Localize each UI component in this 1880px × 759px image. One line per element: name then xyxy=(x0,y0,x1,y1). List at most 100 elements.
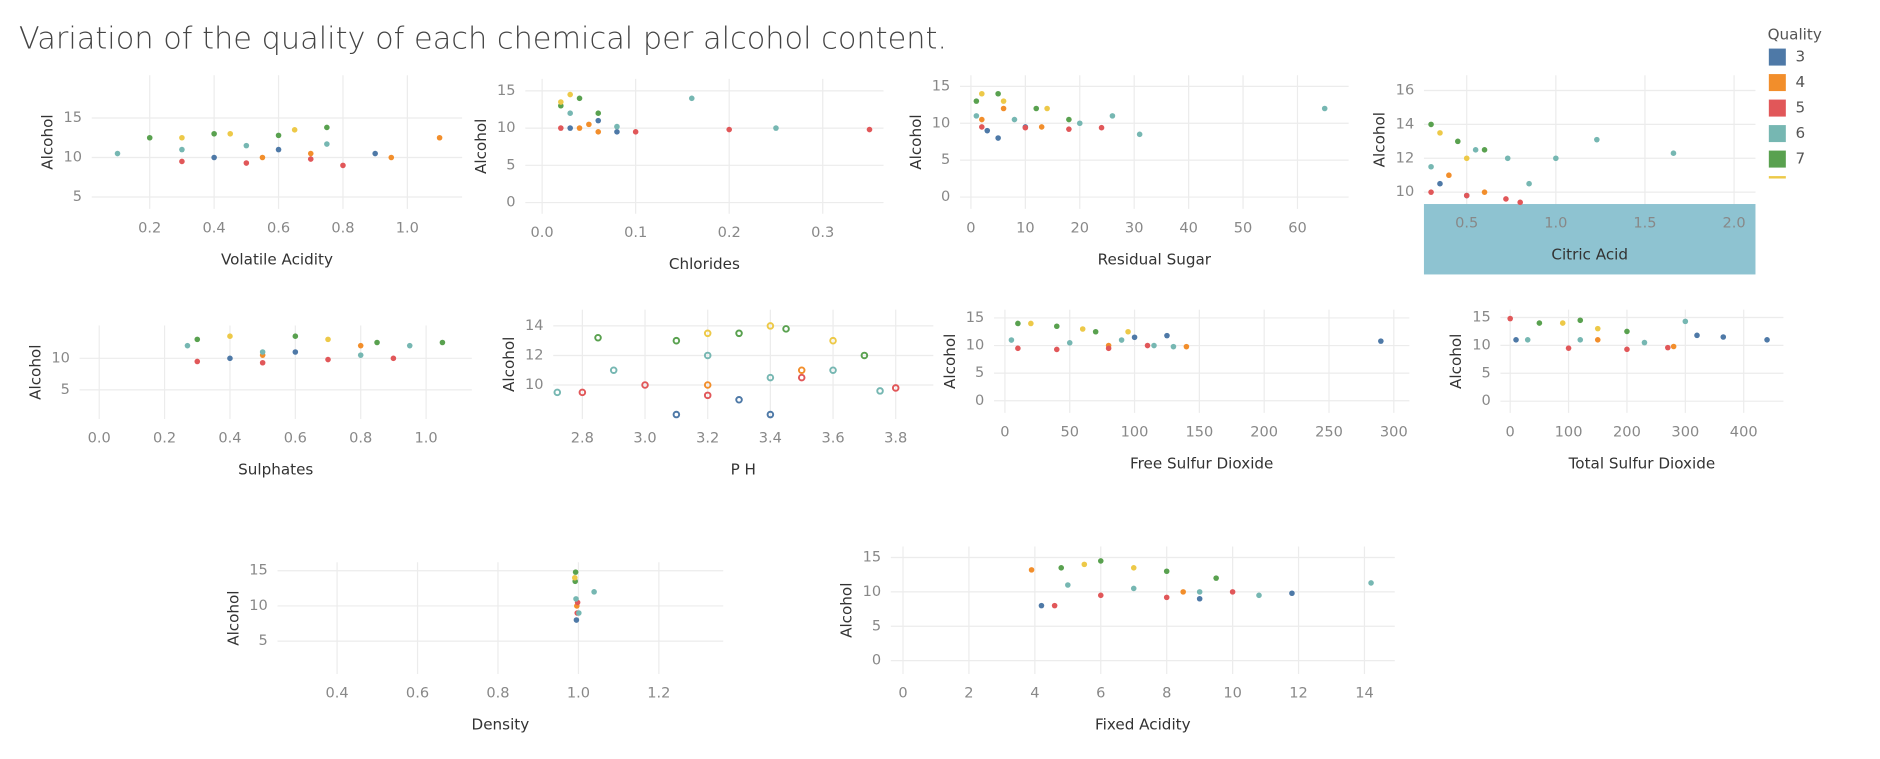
point xyxy=(1109,113,1116,119)
point xyxy=(973,98,980,104)
plot-points xyxy=(1428,121,1677,206)
point xyxy=(1028,320,1034,327)
x-tick-label: 40 xyxy=(1179,219,1198,236)
point xyxy=(1000,98,1007,104)
point xyxy=(292,333,299,339)
point xyxy=(1076,120,1083,127)
y-tick-label: 10 xyxy=(63,148,82,165)
selected-axis-band[interactable] xyxy=(1423,204,1756,275)
point xyxy=(388,154,395,161)
x-tick-label: 250 xyxy=(1315,423,1343,440)
y-tick-label: 10 xyxy=(1396,183,1415,200)
y-axis-label: Alcohol xyxy=(500,337,518,392)
point xyxy=(324,141,330,147)
point xyxy=(576,95,583,102)
y-tick-label: 10 xyxy=(863,583,882,600)
y-axis-label: Alcohol xyxy=(941,334,959,389)
point xyxy=(773,125,779,131)
x-tick-label: 1.0 xyxy=(396,219,419,236)
legend-swatch xyxy=(1768,125,1786,143)
x-tick-label: 0 xyxy=(1506,423,1515,440)
point xyxy=(703,381,712,389)
point xyxy=(340,162,346,169)
point xyxy=(227,333,233,339)
point xyxy=(1524,337,1531,343)
x-tick-label: 0.8 xyxy=(349,429,372,446)
y-tick-label: 10 xyxy=(525,376,544,393)
point xyxy=(439,339,446,346)
point xyxy=(1105,345,1112,352)
x-tick-label: 0 xyxy=(966,219,975,236)
point xyxy=(1517,199,1523,206)
x-tick-label: 100 xyxy=(1555,423,1583,440)
y-tick-label: 10 xyxy=(1472,336,1491,353)
plot-points xyxy=(184,333,446,366)
x-tick-label: 0.0 xyxy=(531,224,554,241)
x-tick-label: 30 xyxy=(1125,219,1144,236)
point xyxy=(1455,138,1461,145)
x-tick-label: 2 xyxy=(964,684,973,701)
point xyxy=(1513,337,1519,343)
point xyxy=(866,126,873,133)
plot-points xyxy=(1028,558,1374,609)
y-tick-label: 5 xyxy=(73,188,82,205)
point xyxy=(259,154,266,161)
x-axis-label: Free Sulfur Dioxide xyxy=(1130,454,1273,472)
point xyxy=(291,127,298,133)
point xyxy=(259,359,266,366)
point xyxy=(576,610,582,616)
point xyxy=(1526,180,1532,187)
point xyxy=(591,589,597,595)
x-tick-label: 8 xyxy=(1162,684,1171,701)
point xyxy=(259,349,266,355)
y-axis-label: Alcohol xyxy=(26,345,44,400)
point xyxy=(1594,325,1601,332)
y-tick-label: 14 xyxy=(525,317,544,334)
y-tick-label: 10 xyxy=(966,337,985,354)
point xyxy=(1097,558,1104,564)
point xyxy=(1446,172,1452,179)
point xyxy=(1472,147,1479,153)
point xyxy=(973,113,980,119)
x-tick-label: 0.4 xyxy=(325,684,348,701)
point xyxy=(179,146,185,153)
point xyxy=(1428,121,1434,128)
y-axis-label: Alcohol xyxy=(224,590,242,645)
x-tick-label: 0.6 xyxy=(284,429,307,446)
point xyxy=(995,90,1001,97)
point xyxy=(1066,339,1073,346)
x-tick-label: 400 xyxy=(1730,423,1758,440)
x-tick-label: 3.0 xyxy=(633,429,656,446)
plot-points xyxy=(973,90,1328,141)
x-tick-label: 0.3 xyxy=(811,224,834,241)
y-tick-label: 15 xyxy=(966,309,985,326)
x-tick-label: 3.6 xyxy=(821,429,844,446)
point xyxy=(1670,343,1677,350)
point xyxy=(1553,155,1559,162)
legend-swatch xyxy=(1768,99,1786,117)
point xyxy=(641,381,649,389)
point xyxy=(292,349,299,355)
x-axis-label: Residual Sugar xyxy=(1098,250,1212,268)
x-axis-label: Chlorides xyxy=(669,255,740,273)
point xyxy=(1565,345,1572,351)
point xyxy=(735,329,743,338)
y-tick-label: 5 xyxy=(975,364,984,381)
plot-points xyxy=(553,322,900,419)
x-tick-label: 0.2 xyxy=(138,219,161,236)
point xyxy=(1118,337,1125,343)
x-tick-label: 1.0 xyxy=(415,429,438,446)
point xyxy=(1028,567,1035,573)
x-axis-label: Total Sulfur Dioxide xyxy=(1568,454,1716,472)
x-tick-label: 0.0 xyxy=(88,429,111,446)
point xyxy=(194,358,201,365)
y-axis-label: Alcohol xyxy=(907,114,925,169)
point xyxy=(325,336,331,343)
x-tick-label: 0.8 xyxy=(486,684,509,701)
x-tick-label: 3.4 xyxy=(759,429,782,446)
point xyxy=(1038,124,1045,130)
point xyxy=(726,126,732,133)
x-tick-label: 3.8 xyxy=(884,429,907,446)
y-tick-label: 15 xyxy=(1472,308,1491,325)
point xyxy=(1594,136,1600,143)
